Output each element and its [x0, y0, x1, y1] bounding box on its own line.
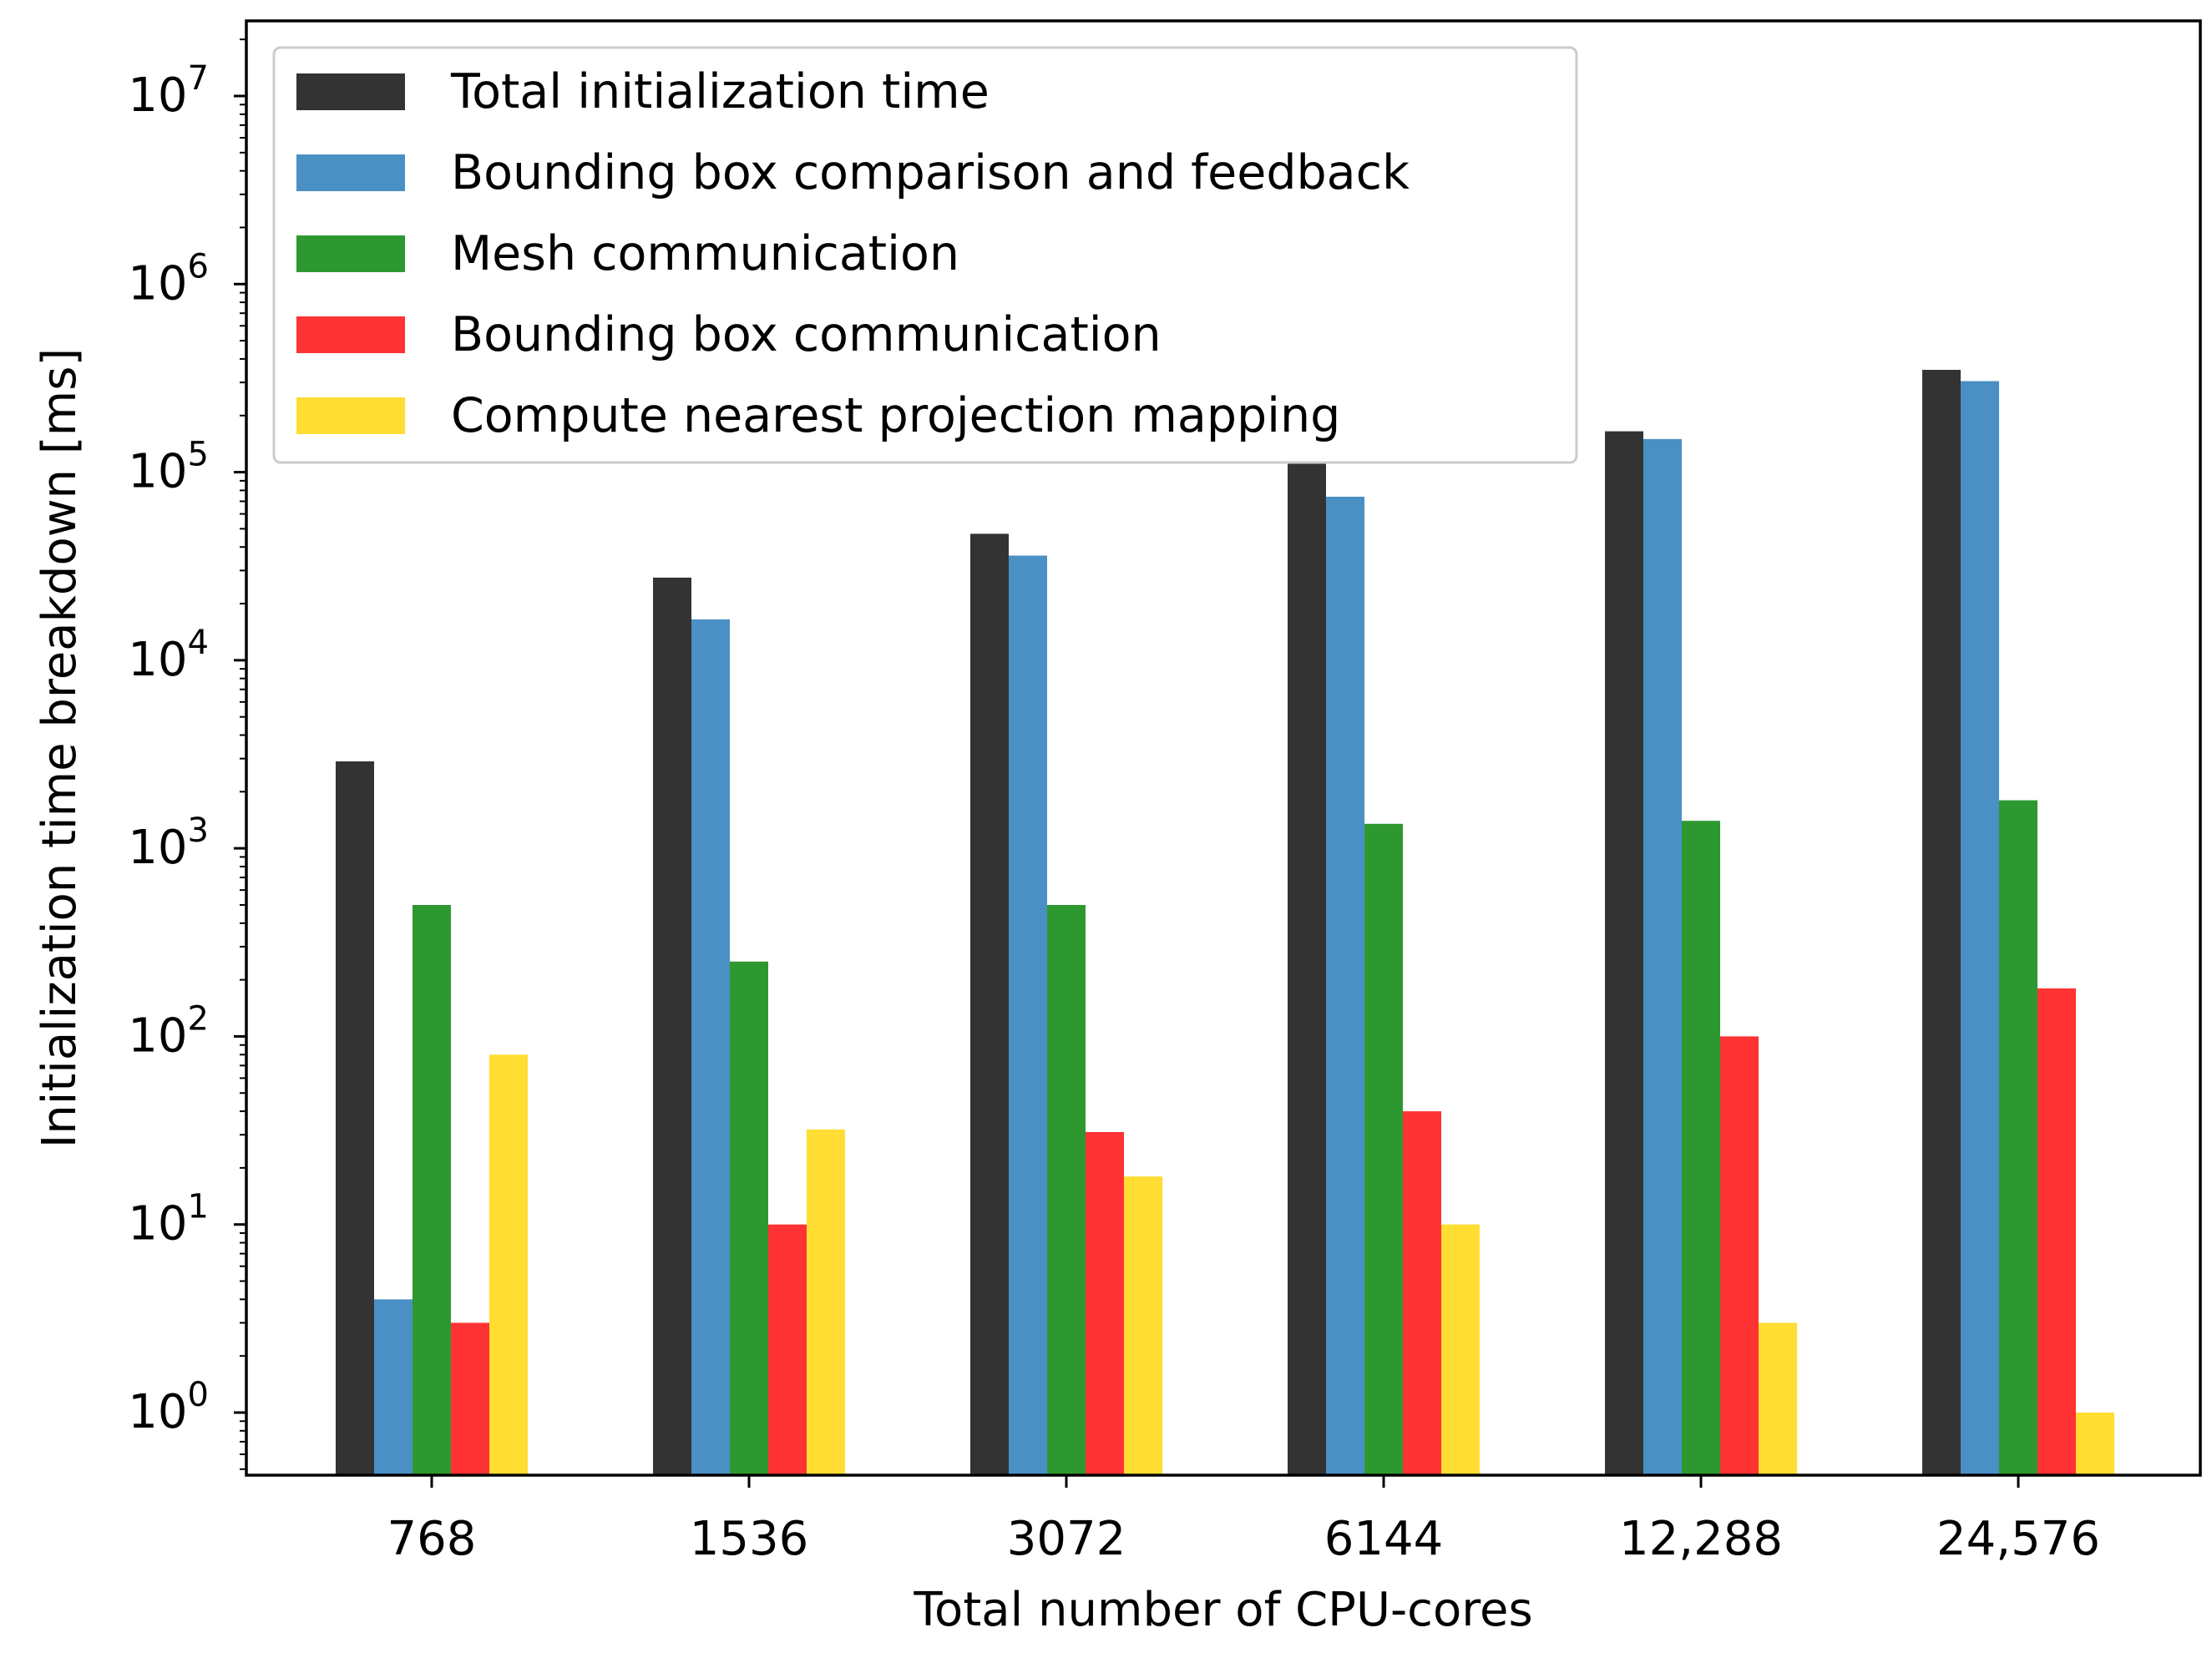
x-tick-label: 768 [387, 1512, 477, 1566]
y-tick-label: 102 [128, 999, 209, 1063]
legend-swatch [296, 154, 405, 191]
bar-3-1536 [730, 961, 768, 1475]
y-tick-label: 105 [128, 436, 209, 499]
bar-5-1536 [807, 1129, 845, 1475]
bar-2-768 [374, 1299, 413, 1475]
x-tick-label: 24,576 [1936, 1512, 2100, 1566]
x-tick-label: 12,288 [1619, 1512, 1783, 1566]
legend-label: Compute nearest projection mapping [451, 388, 1340, 443]
legend-label: Bounding box communication [451, 307, 1162, 362]
y-axis-label: Initialization time breakdown [ms] [33, 348, 87, 1148]
bar-1-12288 [1605, 431, 1643, 1475]
legend-swatch [296, 235, 405, 272]
bar-5-12288 [1759, 1322, 1797, 1475]
bar-3-24576 [1999, 800, 2037, 1475]
bar-1-1536 [653, 577, 691, 1475]
legend-swatch [296, 316, 405, 353]
bar-4-3072 [1086, 1132, 1124, 1475]
bar-3-768 [413, 905, 451, 1475]
bar-2-24576 [1961, 381, 1999, 1475]
x-tick-label: 6144 [1324, 1512, 1444, 1566]
bar-4-24576 [2037, 988, 2076, 1475]
bar-3-3072 [1047, 905, 1086, 1475]
bar-4-1536 [768, 1224, 807, 1475]
bar-5-3072 [1124, 1176, 1162, 1475]
bar-1-768 [336, 761, 374, 1475]
bar-1-6144 [1288, 463, 1326, 1475]
legend-label: Mesh communication [451, 226, 959, 281]
bar-4-768 [451, 1322, 489, 1475]
bars-layer [336, 370, 2114, 1475]
bar-2-1536 [691, 619, 730, 1475]
y-tick-label: 107 [128, 59, 209, 123]
legend-box [272, 46, 1578, 464]
y-tick-label: 103 [128, 811, 209, 875]
x-tick-label: 1536 [690, 1512, 809, 1566]
legend-label: Total initialization time [450, 64, 990, 119]
legend-swatch [296, 73, 405, 110]
plot-frame [245, 19, 2202, 1477]
x-tick-label: 3072 [1007, 1512, 1126, 1566]
legend-label: Bounding box comparison and feedback [451, 145, 1410, 200]
bar-3-6144 [1364, 823, 1403, 1475]
y-tick-label: 101 [128, 1188, 209, 1251]
x-axis-ticks: 768 1536 3072 6144 12,288 24,576 [387, 1475, 2100, 1566]
bar-5-6144 [1441, 1224, 1480, 1475]
bar-5-768 [489, 1054, 528, 1475]
bar-2-6144 [1326, 497, 1364, 1475]
bar-1-3072 [970, 533, 1009, 1475]
y-tick-label: 100 [128, 1376, 209, 1439]
legend: Total initialization time Bounding box co… [272, 46, 1578, 464]
x-axis-label: Total number of CPU-cores [913, 1583, 1532, 1637]
bar-1-24576 [1922, 370, 1961, 1475]
bar-4-6144 [1403, 1111, 1441, 1475]
bar-3-12288 [1682, 821, 1720, 1475]
bar-2-3072 [1009, 555, 1047, 1475]
y-tick-label: 106 [128, 247, 209, 311]
bar-4-12288 [1720, 1036, 1759, 1475]
y-tick-label: 104 [128, 624, 209, 687]
legend-swatch [296, 397, 405, 434]
bar-2-12288 [1643, 438, 1682, 1475]
bar-5-24576 [2076, 1413, 2114, 1475]
